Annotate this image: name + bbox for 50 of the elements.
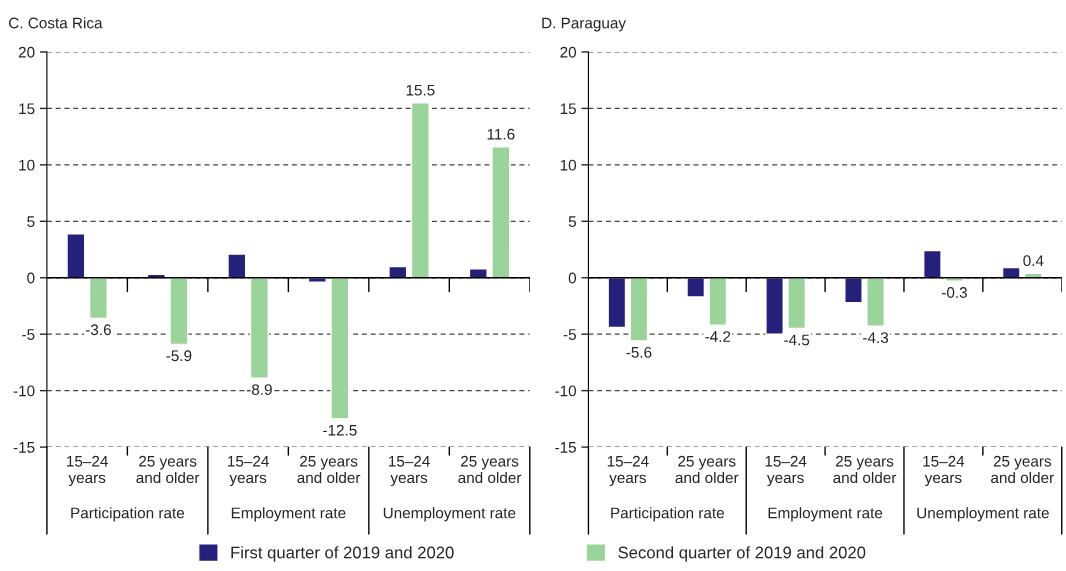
- y-tick-label: 0: [568, 272, 577, 284]
- data-label: 15.5: [406, 84, 435, 96]
- data-label: -0.3: [941, 287, 967, 298]
- y-tick-label: 10: [560, 159, 577, 171]
- data-label: -8.9: [246, 384, 272, 395]
- y-tick-label: -5: [22, 329, 35, 340]
- data-label: 0.4: [1023, 255, 1044, 267]
- x-tick-label: 25 years and older: [297, 455, 361, 484]
- x-tick-label: 25 years and older: [833, 455, 897, 484]
- y-tick-label: -5: [563, 329, 576, 340]
- y-tick-label: 5: [27, 216, 35, 227]
- x-tick-label: 15–24 years: [67, 455, 108, 487]
- x-tick-label: 15–24 years: [765, 455, 807, 487]
- y-tick-label: -10: [13, 385, 35, 397]
- data-label: -5.9: [166, 350, 192, 362]
- x-tick-label: 15–24 years: [923, 455, 965, 487]
- text: Participation rate: [611, 507, 724, 522]
- y-tick-label: 10: [19, 159, 35, 171]
- text: Employment rate: [768, 507, 883, 522]
- data-label: -3.6: [85, 324, 111, 336]
- y-tick-label: 15: [560, 103, 576, 115]
- chart-title: C. Costa Rica: [9, 17, 103, 29]
- y-tick-label: -15: [13, 442, 35, 453]
- x-tick-label: 15–24 years: [607, 455, 649, 487]
- data-label: -12.5: [323, 424, 357, 436]
- y-tick-label: 20: [560, 46, 577, 58]
- legend-label: First quarter of 2019 and 2020: [231, 546, 454, 562]
- chart-title: D. Paraguay: [542, 17, 626, 32]
- x-tick-label: 15–24 years: [389, 455, 430, 487]
- x-tick-label: 25 years and older: [136, 455, 200, 484]
- text: Unemployment rate: [383, 507, 516, 522]
- x-tick-label: 25 years and older: [458, 455, 522, 484]
- data-label: 11.6: [487, 128, 515, 140]
- x-tick-label: 15–24 years: [228, 455, 269, 487]
- y-tick-label: -10: [555, 385, 577, 397]
- data-label: -4.3: [863, 332, 889, 344]
- data-label: -5.6: [626, 346, 652, 358]
- x-tick-label: 25 years and older: [991, 455, 1054, 484]
- text: Employment rate: [231, 507, 346, 522]
- text: Unemployment rate: [917, 507, 1049, 522]
- y-tick-label: 15: [19, 103, 35, 115]
- data-label: -4.2: [705, 331, 731, 342]
- y-tick-label: 5: [568, 216, 576, 227]
- y-tick-label: 20: [18, 46, 35, 58]
- x-tick-label: 25 years and older: [675, 455, 739, 484]
- text: Participation rate: [71, 507, 185, 522]
- y-tick-label: 0: [27, 272, 35, 284]
- legend-label: Second quarter of 2019 and 2020: [618, 546, 866, 562]
- y-tick-label: -15: [555, 442, 576, 453]
- data-label: -4.5: [784, 334, 810, 346]
